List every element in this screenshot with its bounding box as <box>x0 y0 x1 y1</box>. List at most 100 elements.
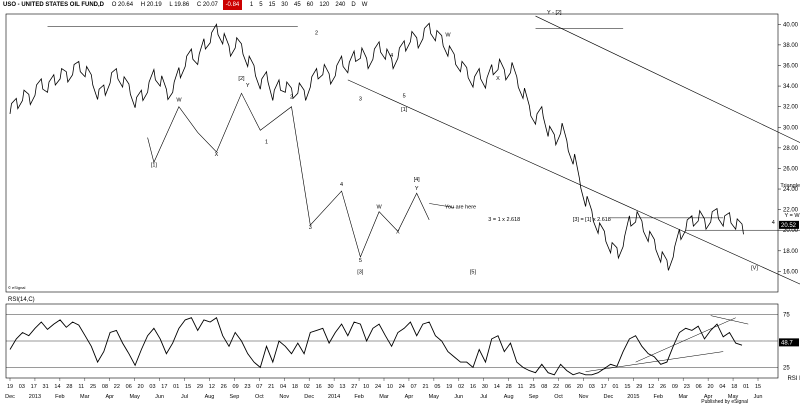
x-day-label: 19 <box>7 384 13 390</box>
x-day-label: 29 <box>636 384 642 390</box>
x-day-label: 24 <box>375 384 381 390</box>
price-series-line <box>9 22 744 271</box>
x-day-label: 16 <box>470 384 476 390</box>
x-day-label: 05 <box>434 384 440 390</box>
wave-label-12: X <box>396 229 400 235</box>
price-ytick-label: 24.00 <box>783 187 799 193</box>
ohlc-high: H 20.19 <box>140 2 162 8</box>
wave-label-13: [4] <box>414 177 421 183</box>
timeframe-W[interactable]: W <box>361 2 368 8</box>
x-day-label: 19 <box>446 384 452 390</box>
x-day-label: 14 <box>494 384 500 390</box>
x-day-label: 02 <box>304 384 310 390</box>
x-month-label: Nov <box>579 394 589 400</box>
x-day-label: 27 <box>351 384 357 390</box>
wave-label-10: [3] <box>357 269 364 275</box>
x-day-label: 11 <box>518 384 524 390</box>
x-day-label: 11 <box>78 384 84 390</box>
wave-label-3: [2] <box>238 76 245 82</box>
symbol-title: USO - UNITED STATES OIL FUND,D <box>3 2 105 8</box>
elliott-projection-path <box>147 92 430 258</box>
price-ytick-label: 38.00 <box>783 43 799 49</box>
x-day-label: 06 <box>126 384 132 390</box>
timeframe-120[interactable]: 120 <box>319 2 330 8</box>
x-day-label: 12 <box>648 384 654 390</box>
x-day-label: 21 <box>268 384 274 390</box>
x-day-label: 25 <box>529 384 535 390</box>
x-day-label: 06 <box>565 384 571 390</box>
x-day-label: 03 <box>19 384 25 390</box>
x-month-label: Jun <box>155 394 164 400</box>
timeframe-5[interactable]: 5 <box>259 2 263 8</box>
timeframe-D[interactable]: D <box>351 2 356 8</box>
timeframe-240[interactable]: 240 <box>335 2 346 8</box>
timeframe-45[interactable]: 45 <box>293 2 301 8</box>
wave-label-11: W <box>377 205 383 211</box>
x-month-label: Dec <box>604 394 614 400</box>
footer-source: Published by eSignal <box>701 399 748 405</box>
x-day-label: 10 <box>387 384 393 390</box>
timeframe-15[interactable]: 15 <box>268 2 276 8</box>
price-ytick-label: 22.00 <box>783 208 799 214</box>
x-day-label: 16 <box>316 384 322 390</box>
rsi-divergence-line <box>585 351 724 372</box>
x-day-label: 17 <box>161 384 167 390</box>
x-month-label: May <box>429 394 440 400</box>
x-day-label: 03 <box>589 384 595 390</box>
wave-label-9: 5 <box>359 258 362 264</box>
x-day-label: 26 <box>660 384 666 390</box>
x-month-label: Oct <box>554 394 563 400</box>
x-month-label: Mar <box>678 394 688 400</box>
ohlc-open: O 20.64 <box>111 2 134 8</box>
chart-toolbar: USO - UNITED STATES OIL FUND,D O 20.64 H… <box>0 0 800 10</box>
x-month-label: Apr <box>704 394 713 400</box>
x-month-label: Oct <box>255 394 264 400</box>
upper-channel-line <box>535 15 800 143</box>
wave-label-7: 3 <box>309 225 312 231</box>
wave-label-14: Y <box>415 186 419 192</box>
x-month-label: 2013 <box>29 394 41 400</box>
price-ytick-label: 16.00 <box>783 269 799 275</box>
x-month-label: May <box>728 394 739 400</box>
timeframe-30[interactable]: 30 <box>281 2 288 8</box>
x-day-label: 08 <box>102 384 108 390</box>
wave-label-23: X <box>496 76 500 82</box>
x-day-label: 02 <box>458 384 464 390</box>
x-day-label: 23 <box>244 384 250 390</box>
timeframe-60[interactable]: 60 <box>306 2 314 8</box>
x-month-label: Sep <box>230 394 240 400</box>
x-day-label: 12 <box>209 384 215 390</box>
timeframe-1[interactable]: 1 <box>249 2 254 8</box>
rsi-last-label: 48.7 <box>781 340 793 346</box>
x-day-label: 22 <box>553 384 559 390</box>
x-day-label: 07 <box>411 384 417 390</box>
x-day-label: 20 <box>577 384 583 390</box>
x-day-label: 30 <box>482 384 488 390</box>
wave-label-6: 2 <box>290 94 293 100</box>
x-month-label: May <box>129 394 140 400</box>
x-day-label: 31 <box>43 384 49 390</box>
lower-channel-line <box>347 79 800 285</box>
x-day-label: 09 <box>672 384 678 390</box>
x-day-label: 14 <box>54 384 60 390</box>
x-day-label: 30 <box>328 384 334 390</box>
wave-label-22: W <box>445 33 451 39</box>
x-month-label: Jun <box>454 394 463 400</box>
x-day-label: 08 <box>541 384 547 390</box>
x-month-label: Nov <box>279 394 289 400</box>
wave-label-35: 4 <box>772 220 775 226</box>
wave-label-31: Y = W <box>785 213 800 219</box>
x-month-label: 2014 <box>328 394 340 400</box>
wave-label-21: 5 <box>403 93 406 99</box>
x-month-label: Sep <box>529 394 539 400</box>
rsi-trend-line <box>635 317 736 363</box>
x-month-label: Feb <box>354 394 363 400</box>
ohlc-low: L 19.86 <box>169 2 190 8</box>
x-month-label: Jul <box>480 394 487 400</box>
wave-label-15: You are here <box>445 205 476 211</box>
rsi-trend-line-2 <box>710 315 749 325</box>
price-ytick-label: 26.00 <box>783 166 799 172</box>
x-month-label: Feb <box>55 394 64 400</box>
x-day-label: 06 <box>696 384 702 390</box>
x-day-label: 20 <box>707 384 713 390</box>
